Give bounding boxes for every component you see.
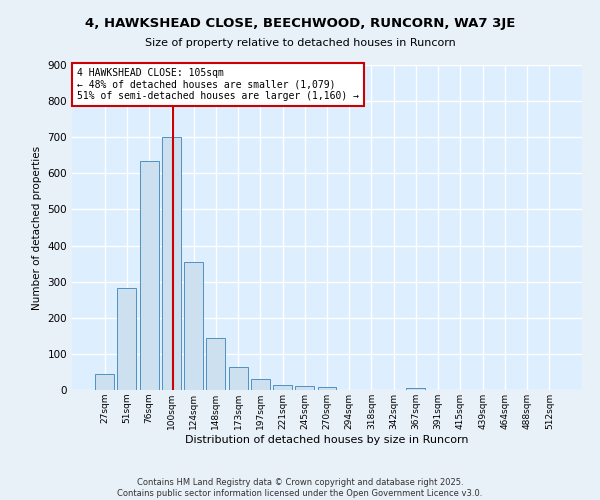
Bar [140, 160, 158, 390]
Text: Size of property relative to detached houses in Runcorn: Size of property relative to detached ho… [145, 38, 455, 48]
Text: Contains HM Land Registry data © Crown copyright and database right 2025.
Contai: Contains HM Land Registry data © Crown c… [118, 478, 482, 498]
Bar [229, 366, 248, 390]
Bar [184, 262, 203, 390]
Bar [273, 384, 292, 390]
Bar [406, 388, 425, 390]
Bar [95, 374, 114, 390]
Text: 4 HAWKSHEAD CLOSE: 105sqm
← 48% of detached houses are smaller (1,079)
51% of se: 4 HAWKSHEAD CLOSE: 105sqm ← 48% of detac… [77, 68, 359, 102]
Bar [295, 386, 314, 390]
Bar [317, 388, 337, 390]
Bar [162, 137, 181, 390]
Text: 4, HAWKSHEAD CLOSE, BEECHWOOD, RUNCORN, WA7 3JE: 4, HAWKSHEAD CLOSE, BEECHWOOD, RUNCORN, … [85, 18, 515, 30]
Bar [118, 288, 136, 390]
Y-axis label: Number of detached properties: Number of detached properties [32, 146, 42, 310]
X-axis label: Distribution of detached houses by size in Runcorn: Distribution of detached houses by size … [185, 434, 469, 444]
Bar [251, 379, 270, 390]
Bar [206, 338, 225, 390]
